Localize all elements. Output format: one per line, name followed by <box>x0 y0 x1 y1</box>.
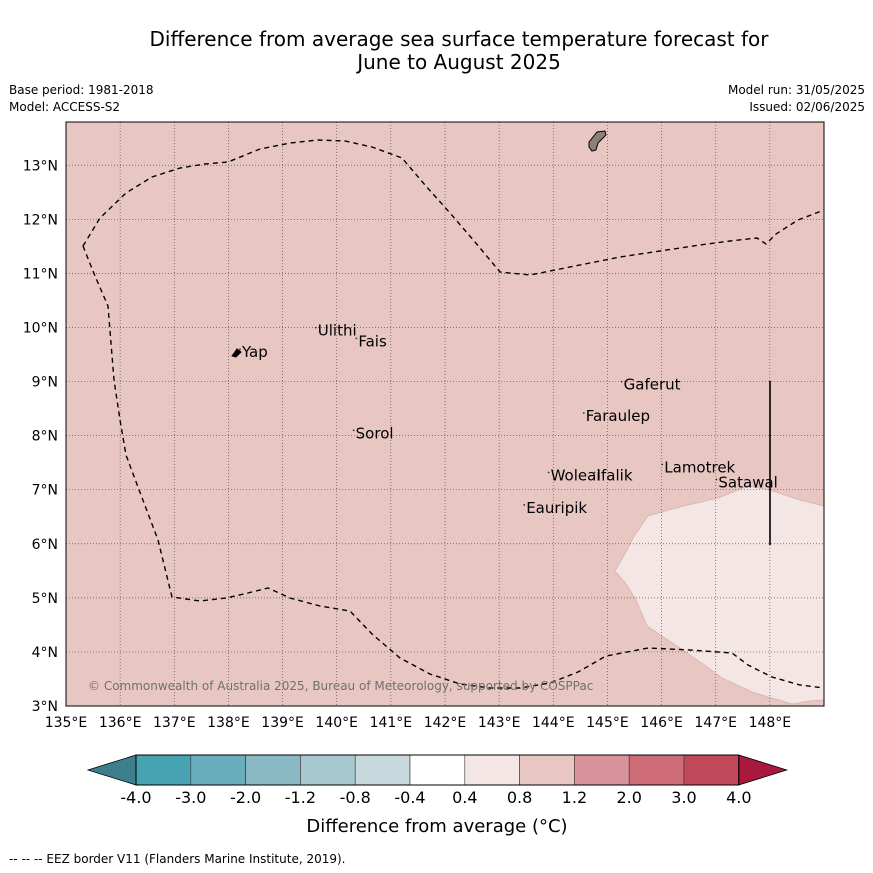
eez-border-west-south <box>82 245 824 689</box>
place-label-sorol: Sorol <box>356 424 394 442</box>
colorbar-tick-label: 4.0 <box>726 788 751 807</box>
plot-frame <box>65 121 825 707</box>
place-label-faraulep: Faraulep <box>586 407 650 425</box>
colorbar-segment <box>300 754 356 786</box>
place-marker <box>547 471 550 474</box>
eez-legend-note: -- -- -- EEZ border V11 (Flanders Marine… <box>9 852 346 866</box>
place-label-ulithi: Ulithi <box>318 322 357 340</box>
place-label-satawal: Satawal <box>718 474 777 492</box>
colorbar-tick-label: 0.4 <box>452 788 477 807</box>
meta-left: Base period: 1981-2018 Model: ACCESS-S2 <box>9 82 154 116</box>
place-label-fais: Fais <box>358 332 387 350</box>
colorbar-segment <box>190 754 246 786</box>
longitude-tick-label: 142°E <box>424 715 467 731</box>
longitude-tick-label: 137°E <box>153 715 196 731</box>
place-marker <box>715 478 718 481</box>
longitude-tick-label: 144°E <box>532 715 575 731</box>
colorbar-extend-high <box>738 754 789 786</box>
place-label-lamotrek: Lamotrek <box>664 458 735 476</box>
longitude-ticks: 135°E 136°E 137°E 138°E 139°E 140°E 141°E 142°E… <box>45 715 791 731</box>
longitude-tick-label: 143°E <box>478 715 521 731</box>
colorbar-segment <box>628 754 685 786</box>
latitude-tick-label: 11°N <box>23 266 58 282</box>
latitude-tick-label: 7°N <box>32 483 58 499</box>
colorbar-segment <box>354 754 411 786</box>
longitude-tick-label: 148°E <box>749 715 792 731</box>
colorbar: -4.0 -3.0 -2.0 -1.2 -0.8 -0.4 0.4 0.8 1.2 2.0 3.0 4… <box>86 754 789 807</box>
longitude-tick-label: 136°E <box>99 715 142 731</box>
place-marker <box>661 463 664 466</box>
colorbar-frame <box>135 754 740 786</box>
colorbar-segment <box>574 754 630 786</box>
place-label-gaferut: Gaferut <box>624 376 681 394</box>
base-period: Base period: 1981-2018 <box>9 83 154 97</box>
place-label-ifalik: Ifalik <box>597 467 633 485</box>
place-marker <box>593 471 596 474</box>
place-marker <box>355 337 358 340</box>
colorbar-tick-label: 2.0 <box>616 788 641 807</box>
meta-right: Model run: 31/05/2025 Issued: 02/06/2025 <box>728 82 865 116</box>
colorbar-segment <box>683 754 740 786</box>
colorbar-tick-label: -0.4 <box>394 788 425 807</box>
colorbar-segment <box>135 754 192 786</box>
longitude-tick-label: 141°E <box>370 715 413 731</box>
colorbar-tick-label: -1.2 <box>285 788 316 807</box>
place-marker <box>620 380 623 383</box>
colorbar-tick-label: 0.8 <box>507 788 532 807</box>
longitude-tick-label: 147°E <box>694 715 737 731</box>
latitude-tick-label: 6°N <box>32 537 58 553</box>
colorbar-segment <box>464 754 520 786</box>
latitude-ticks: 3°N 4°N 5°N 6°N 7°N 8°N 9°N 10°N 11°N 12°N 13°N <box>23 158 58 715</box>
title-line-1: Difference from average sea surface temp… <box>149 27 769 51</box>
colorbar-tick-label: -2.0 <box>230 788 261 807</box>
colorbar-tick-label: -4.0 <box>120 788 151 807</box>
place-marker <box>523 504 526 506</box>
chart-title: Difference from average sea surface temp… <box>0 28 873 74</box>
place-label-eauripik: Eauripik <box>526 499 587 517</box>
colorbar-segment <box>519 754 575 786</box>
latitude-tick-label: 3°N <box>32 699 58 715</box>
copyright-note: © Commonwealth of Australia 2025, Bureau… <box>88 679 593 693</box>
colorbar-tick-label: 1.2 <box>562 788 587 807</box>
longitude-tick-label: 146°E <box>640 715 683 731</box>
colorbar-extend-low <box>86 754 137 786</box>
anomaly-region-0.4-0.8 <box>614 485 824 705</box>
place-marker <box>352 429 355 432</box>
longitude-tick-label: 138°E <box>207 715 250 731</box>
colorbar-segment <box>409 754 466 786</box>
place-label-woleai: Woleai <box>551 467 601 485</box>
latitude-tick-label: 8°N <box>32 429 58 445</box>
colorbar-segment <box>245 754 301 786</box>
latitude-tick-label: 9°N <box>32 375 58 391</box>
place-marker <box>239 348 241 351</box>
colorbar-tick-label: -0.8 <box>340 788 371 807</box>
latitude-tick-label: 4°N <box>32 645 58 661</box>
place-marker <box>582 412 585 414</box>
longitude-tick-label: 135°E <box>45 715 88 731</box>
colorbar-title: Difference from average (°C) <box>306 816 567 837</box>
eez-border <box>82 139 824 276</box>
title-line-2: June to August 2025 <box>357 50 561 74</box>
latitude-tick-label: 13°N <box>23 158 58 174</box>
model-run: Model run: 31/05/2025 <box>727 83 865 97</box>
colorbar-tick-label: 3.0 <box>671 788 696 807</box>
longitude-tick-label: 145°E <box>586 715 629 731</box>
latitude-tick-label: 12°N <box>23 212 58 228</box>
guam-island <box>588 130 607 152</box>
place-marker <box>314 326 317 329</box>
map-grid <box>66 122 824 706</box>
latitude-tick-label: 10°N <box>23 320 58 336</box>
place-label-yap: Yap <box>241 343 268 361</box>
longitude-tick-label: 140°E <box>315 715 358 731</box>
model-name: Model: ACCESS-S2 <box>9 100 121 114</box>
colorbar-tick-label: -3.0 <box>175 788 206 807</box>
longitude-tick-label: 139°E <box>261 715 304 731</box>
latitude-tick-label: 5°N <box>32 591 58 607</box>
issued-date: Issued: 02/06/2025 <box>749 100 865 114</box>
yap-island <box>231 348 242 358</box>
